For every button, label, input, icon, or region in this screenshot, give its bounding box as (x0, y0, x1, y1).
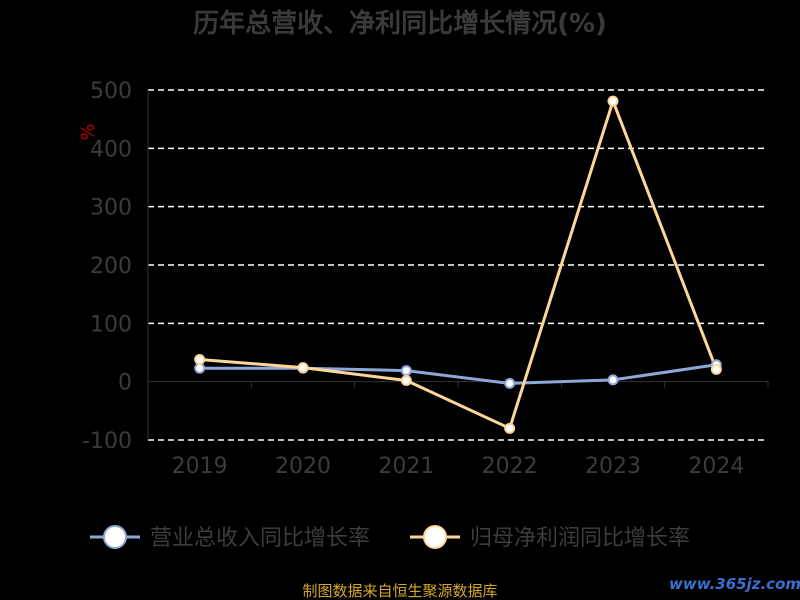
chart-title: 历年总营收、净利同比增长情况(%) (193, 8, 607, 39)
x-tick-label: 2020 (275, 454, 331, 479)
series-layer (194, 95, 722, 434)
x-tick-label: 2022 (482, 454, 538, 479)
x-tick-label: 2021 (378, 454, 434, 479)
series-line-2 (199, 99, 718, 430)
y-tick-label: -100 (82, 429, 132, 454)
y-tick-label: 400 (90, 137, 132, 162)
legend-label: 营业总收入同比增长率 (150, 526, 370, 551)
x-tick-label: 2023 (585, 454, 641, 479)
y-tick-label: 500 (90, 79, 132, 104)
legend-item-2[interactable]: 归母净利润同比增长率 (410, 525, 690, 551)
axis-layer: 500 400 300 200 100 0 -100 2019 2020 2021 2022 2023… (82, 79, 769, 479)
y-tick-label: 300 (90, 196, 132, 221)
series-1-point[interactable] (607, 374, 619, 386)
y-tick-label: 200 (90, 254, 132, 279)
data-source-note: 制图数据来自恒生聚源数据库 (302, 582, 497, 600)
watermark: www.365jz.com (669, 575, 800, 593)
legend-marker-icon (103, 525, 127, 549)
series-1-point[interactable] (504, 377, 516, 389)
series-line-1 (199, 363, 717, 385)
series-2-point[interactable] (194, 354, 206, 365)
legend-item-1[interactable]: 营业总收入同比增长率 (90, 525, 370, 551)
series-1-point[interactable] (194, 362, 206, 374)
y-axis-unit: % (76, 123, 97, 140)
x-tick-label: 2024 (688, 454, 744, 479)
series-2-point[interactable] (504, 422, 516, 434)
series-2-point[interactable] (607, 95, 619, 107)
series-2-point[interactable] (400, 375, 412, 386)
x-tick-label: 2019 (172, 454, 228, 479)
y-tick-label: 100 (90, 312, 132, 337)
series-2-point[interactable] (710, 363, 722, 375)
grid-layer (148, 89, 768, 441)
y-tick-label: 0 (118, 371, 132, 396)
series-1-point[interactable] (400, 365, 412, 377)
series-2-point[interactable] (297, 362, 309, 374)
legend-marker-icon (423, 525, 447, 549)
legend-label: 归母净利润同比增长率 (470, 526, 690, 551)
legend[interactable]: 营业总收入同比增长率 归母净利润同比增长率 (90, 525, 690, 551)
